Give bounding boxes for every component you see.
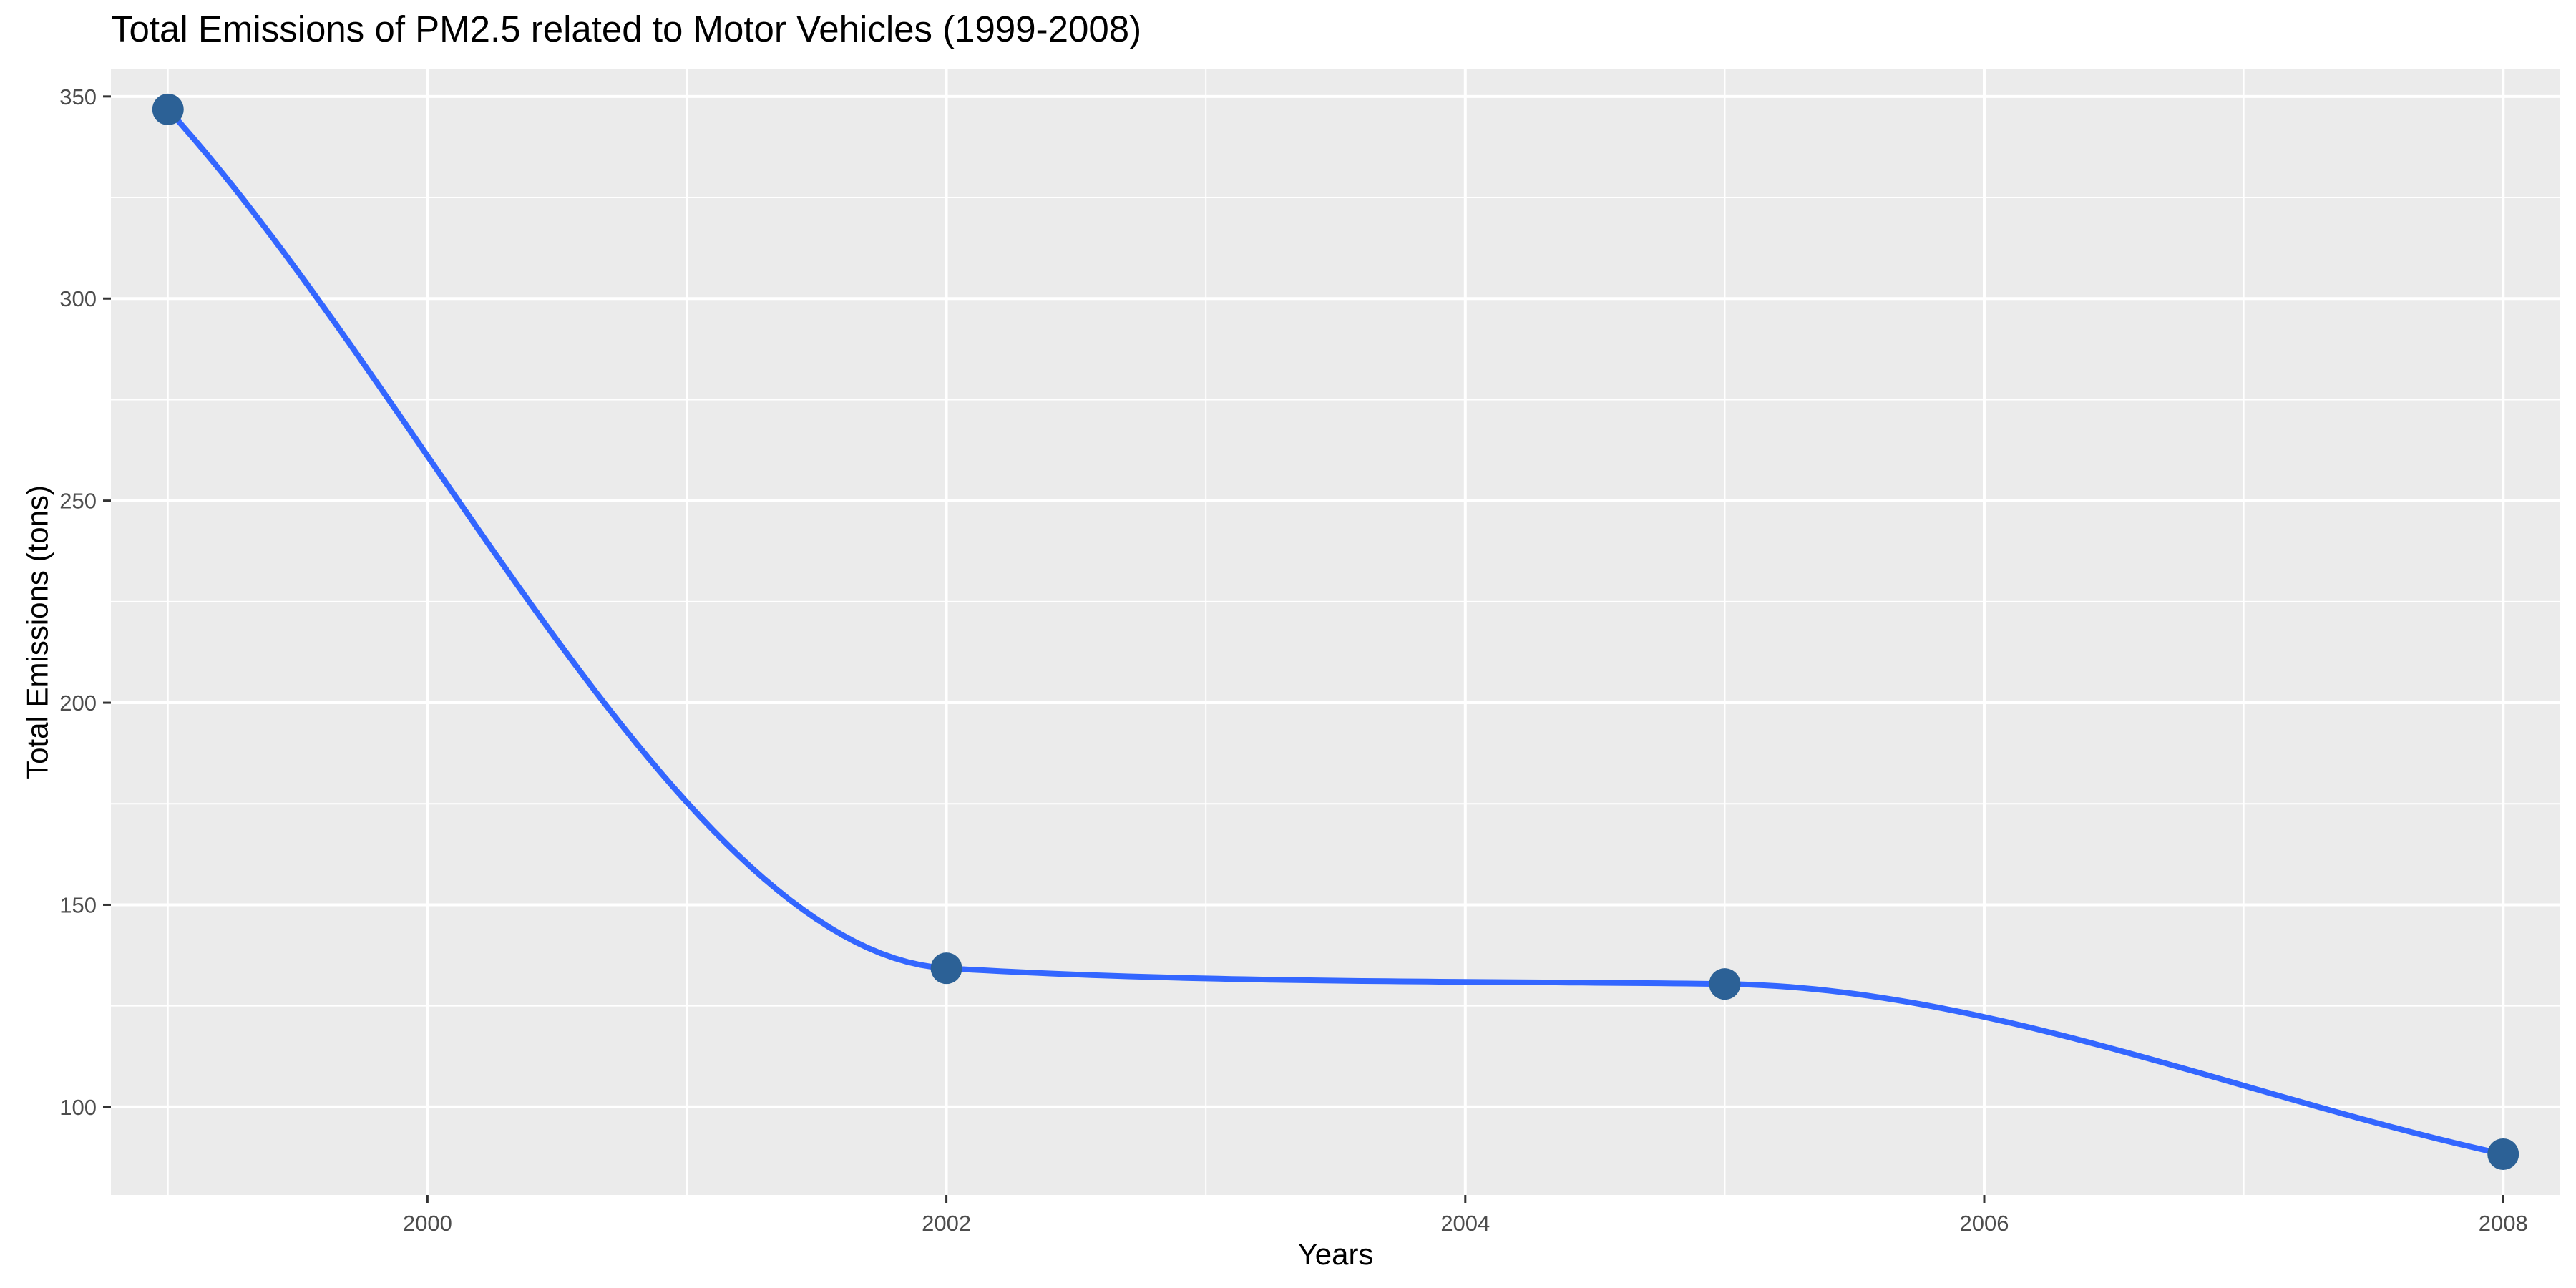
x-tick-label: 2006 bbox=[1960, 1211, 2009, 1236]
data-points bbox=[152, 93, 2519, 1170]
y-axis: 100 150 200 250 300 350 bbox=[59, 84, 111, 1120]
x-tick-label: 2008 bbox=[2479, 1211, 2528, 1236]
plot-panel bbox=[111, 69, 2560, 1195]
x-axis: 2000 2002 2004 2006 2008 bbox=[403, 1195, 2528, 1236]
y-tick-label: 350 bbox=[59, 84, 97, 109]
data-point bbox=[1709, 968, 1741, 1000]
y-tick-label: 200 bbox=[59, 691, 97, 716]
series-line bbox=[165, 106, 2507, 1157]
minor-gridlines bbox=[111, 69, 2560, 1195]
x-tick-label: 2002 bbox=[922, 1211, 971, 1236]
x-tick-label: 2000 bbox=[403, 1211, 452, 1236]
x-axis-title: Years bbox=[1298, 1237, 1374, 1271]
y-tick-label: 100 bbox=[59, 1095, 97, 1120]
data-point bbox=[2487, 1138, 2519, 1170]
x-tick-label: 2004 bbox=[1440, 1211, 1490, 1236]
y-tick-label: 250 bbox=[59, 489, 97, 514]
chart-title: Total Emissions of PM2.5 related to Moto… bbox=[111, 9, 1141, 49]
y-axis-title: Total Emissions (tons) bbox=[21, 485, 54, 779]
data-point bbox=[152, 93, 184, 125]
y-tick-label: 150 bbox=[59, 892, 97, 917]
y-tick-label: 300 bbox=[59, 286, 97, 311]
major-gridlines bbox=[111, 69, 2560, 1195]
data-point bbox=[930, 952, 962, 985]
